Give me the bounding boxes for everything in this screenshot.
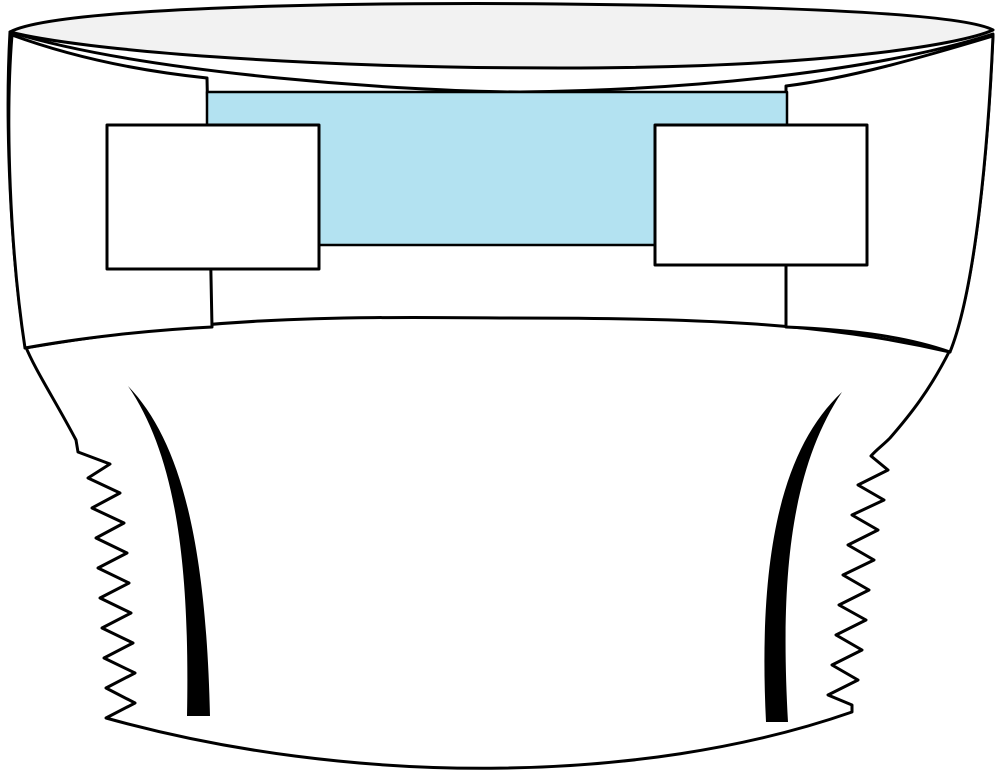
left-leg-elastic bbox=[128, 386, 210, 716]
right-side-panel bbox=[784, 34, 995, 354]
left-fastening-tab bbox=[105, 123, 321, 271]
right-leg-elastic bbox=[764, 392, 842, 722]
waistband-rim bbox=[8, 2, 995, 70]
right-fastening-tab bbox=[653, 123, 869, 267]
